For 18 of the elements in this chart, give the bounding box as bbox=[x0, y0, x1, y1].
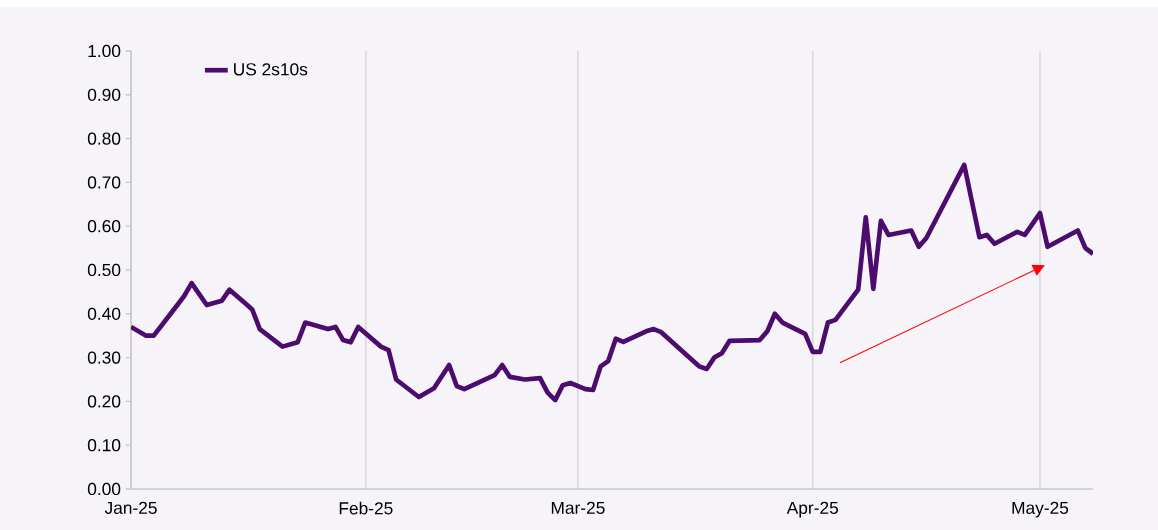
y-tick-label: 1.00 bbox=[88, 44, 121, 58]
y-tick-label: 0.60 bbox=[87, 220, 121, 233]
x-tick-label: Jan-25 bbox=[104, 501, 157, 514]
x-tick-label: Mar-25 bbox=[551, 501, 605, 514]
x-tick-label: Feb-25 bbox=[339, 501, 393, 515]
line-series bbox=[131, 162, 1093, 403]
y-tick-label: 0.00 bbox=[87, 482, 121, 496]
y-tick-label: 0.90 bbox=[87, 88, 121, 101]
y-tick-label: 0.10 bbox=[87, 439, 121, 452]
x-tick-label: Apr-25 bbox=[786, 501, 839, 518]
y-tick-label: 0.50 bbox=[87, 263, 121, 277]
y-tick-label: 0.20 bbox=[87, 395, 121, 408]
y-tick-label: 0.30 bbox=[87, 351, 121, 364]
x-tick-label: May-25 bbox=[1012, 501, 1069, 518]
legend-label: US 2s10s bbox=[234, 63, 308, 76]
y-tick-label: 0.70 bbox=[87, 176, 121, 189]
y-tick-label: 0.80 bbox=[87, 132, 121, 145]
y-tick-label: 0.40 bbox=[87, 307, 121, 320]
